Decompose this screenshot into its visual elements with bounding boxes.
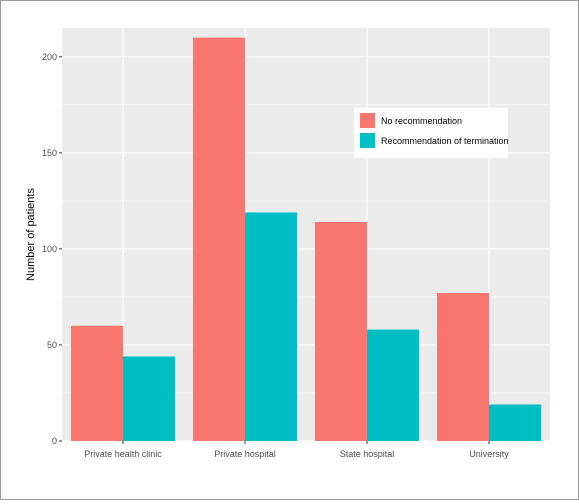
y-tick-label: 200 [42, 52, 57, 62]
y-axis: 0 50 100 150 200 [42, 52, 62, 446]
bars [71, 37, 541, 442]
legend-background [354, 108, 508, 158]
y-tick-label: 50 [47, 340, 57, 350]
x-tick-label: Private hospital [214, 449, 276, 459]
legend: No recommendation Recommendation of term… [354, 108, 509, 158]
legend-label-recommendation-of-termination: Recommendation of termination [381, 136, 509, 146]
bar-recommendation-of-termination-0 [123, 356, 175, 441]
y-tick-label: 0 [52, 436, 57, 446]
bar-no-recommendation-2 [315, 222, 367, 441]
x-axis: Private health clinic Private hospital Sta… [84, 441, 509, 459]
bar-recommendation-of-termination-2 [367, 329, 419, 441]
y-tick-label: 150 [42, 148, 57, 158]
bar-recommendation-of-termination-3 [489, 404, 541, 441]
y-axis-title: Number of patients [25, 188, 37, 281]
bar-no-recommendation-1 [193, 37, 245, 442]
x-tick-label: Private health clinic [84, 449, 162, 459]
x-tick-label: State hospital [340, 449, 395, 459]
legend-key-no-recommendation [360, 113, 375, 128]
bar-no-recommendation-0 [71, 325, 123, 441]
x-tick-label: University [469, 449, 509, 459]
legend-label-no-recommendation: No recommendation [381, 116, 462, 126]
y-tick-label: 100 [42, 244, 57, 254]
legend-key-recommendation-of-termination [360, 133, 375, 148]
bar-no-recommendation-3 [437, 293, 489, 441]
bar-recommendation-of-termination-1 [245, 212, 297, 441]
